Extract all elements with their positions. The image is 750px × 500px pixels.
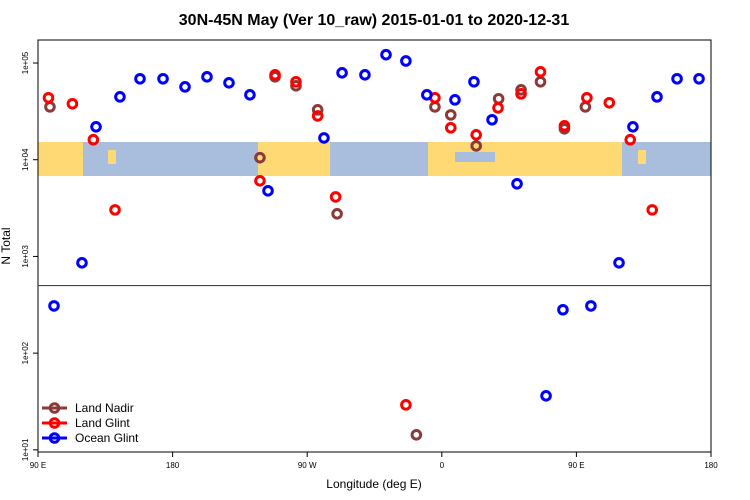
legend-label: Ocean Glint <box>75 431 139 445</box>
data-point <box>336 67 348 79</box>
data-point <box>534 66 547 78</box>
data-point <box>290 80 302 92</box>
x-tick-label: 90 E <box>568 461 584 470</box>
data-point <box>76 257 88 269</box>
data-point <box>114 91 126 103</box>
data-point <box>44 101 56 113</box>
y-tick-label: 1e+05 <box>21 51 30 74</box>
data-point <box>646 204 659 216</box>
data-point <box>585 300 597 312</box>
data-point <box>254 151 266 164</box>
data-point <box>400 399 412 411</box>
data-point <box>515 84 527 96</box>
data-point <box>380 48 392 61</box>
x-tick-label: 90 E <box>30 461 46 470</box>
data-point <box>359 69 371 81</box>
y-tick-label: 1e+03 <box>21 245 30 268</box>
data-point <box>269 69 281 81</box>
y-tick-label: 1e+02 <box>21 341 30 364</box>
data-point <box>581 91 593 104</box>
data-point <box>515 88 527 100</box>
data-point <box>262 185 274 197</box>
data-point <box>429 101 441 113</box>
y-axis-label: N Total <box>0 227 13 264</box>
data-point <box>492 102 504 114</box>
x-tick-label: 180 <box>166 461 180 470</box>
plot-frame <box>37 39 712 453</box>
data-point <box>603 96 616 109</box>
data-point <box>651 91 663 103</box>
data-point <box>557 303 569 316</box>
data-point <box>410 429 423 441</box>
data-point <box>223 77 235 89</box>
legend-label: Land Glint <box>75 416 130 430</box>
data-point <box>318 132 330 144</box>
data-point <box>613 257 625 269</box>
data-point <box>244 89 256 101</box>
data-point <box>421 89 433 101</box>
data-point <box>540 390 552 402</box>
data-point <box>400 55 412 67</box>
data-point <box>470 129 482 141</box>
data-point <box>157 72 169 85</box>
data-point <box>468 75 480 88</box>
data-point <box>558 120 571 132</box>
data-point <box>90 121 102 133</box>
data-point <box>492 92 505 105</box>
data-point <box>42 91 55 104</box>
x-tick-label: 90 W <box>298 461 317 470</box>
data-point <box>87 133 100 146</box>
x-tick-label: 0 <box>440 461 445 470</box>
data-point <box>329 191 342 203</box>
data-point <box>624 133 637 146</box>
legend-label: Land Nadir <box>75 401 134 415</box>
data-point <box>444 121 457 134</box>
x-axis-label: Longitude (deg E) <box>326 477 421 491</box>
data-point <box>486 113 498 126</box>
map-strip <box>38 142 711 176</box>
data-point <box>134 72 146 85</box>
data-point <box>444 109 457 121</box>
data-point <box>311 104 324 116</box>
data-point <box>627 121 639 133</box>
legend-marker <box>48 402 61 414</box>
data-point <box>579 101 592 113</box>
y-tick-label: 1e+01 <box>21 438 30 461</box>
data-point <box>534 75 547 88</box>
legend-marker <box>48 417 61 429</box>
data-point <box>290 75 302 88</box>
data-point <box>470 140 482 152</box>
chart-title: 30N-45N May (Ver 10_raw) 2015-01-01 to 2… <box>179 12 570 29</box>
data-point <box>311 110 324 122</box>
x-tick-label: 180 <box>704 461 718 470</box>
data-point <box>48 300 60 312</box>
data-point <box>331 207 343 220</box>
data-point <box>179 81 191 93</box>
data-point <box>511 177 523 190</box>
data-point <box>671 72 683 85</box>
data-point <box>66 97 79 110</box>
data-point <box>693 72 705 85</box>
data-point <box>201 71 213 83</box>
legend-marker <box>48 432 61 444</box>
y-tick-label: 1e+04 <box>21 148 30 171</box>
data-point <box>449 94 461 106</box>
data-point <box>254 175 266 187</box>
data-point <box>109 204 121 216</box>
